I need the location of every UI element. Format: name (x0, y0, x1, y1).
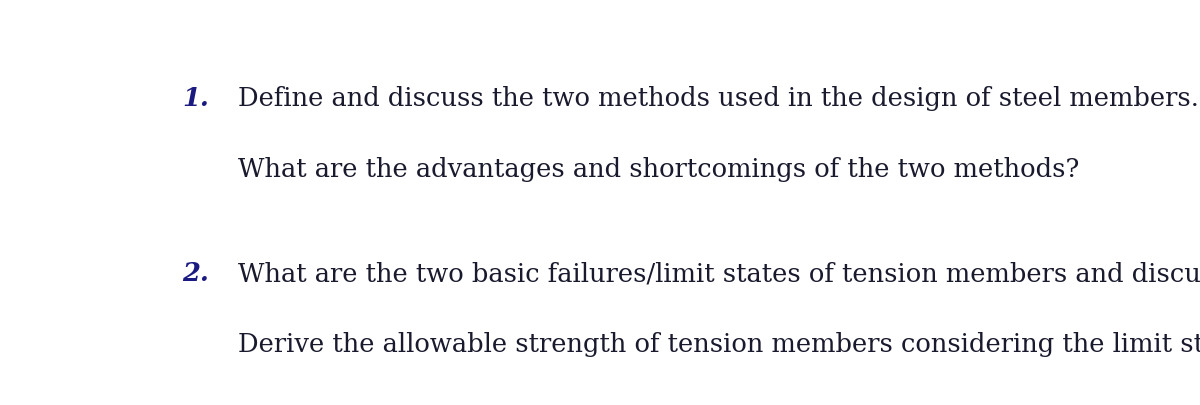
Text: Derive the allowable strength of tension members considering the limit states.: Derive the allowable strength of tension… (239, 331, 1200, 356)
Text: What are the advantages and shortcomings of the two methods?: What are the advantages and shortcomings… (239, 156, 1080, 181)
Text: 1.: 1. (182, 86, 210, 111)
Text: 2.: 2. (182, 261, 210, 286)
Text: What are the two basic failures/limit states of tension members and discuss?: What are the two basic failures/limit st… (239, 261, 1200, 286)
Text: Define and discuss the two methods used in the design of steel members.: Define and discuss the two methods used … (239, 86, 1199, 111)
